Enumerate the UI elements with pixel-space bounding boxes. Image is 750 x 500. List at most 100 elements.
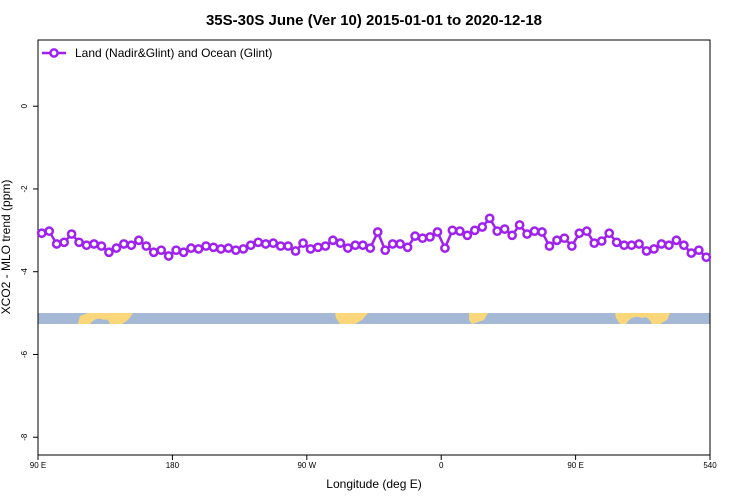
point: [492, 226, 503, 237]
point: [395, 239, 405, 249]
point: [499, 224, 510, 234]
x-tick-label: 90 E: [30, 461, 46, 470]
point: [96, 241, 107, 251]
plot-frame: [37, 39, 711, 456]
point: [51, 239, 62, 249]
point: [335, 238, 346, 249]
point: [208, 242, 219, 253]
point: [447, 225, 458, 236]
y-tick-label: -6: [20, 350, 29, 358]
point: [619, 240, 629, 251]
point: [649, 244, 659, 254]
point: [305, 244, 316, 254]
point: [171, 245, 181, 256]
point: [44, 226, 55, 237]
point: [148, 247, 159, 258]
point: [626, 240, 637, 251]
point: [178, 247, 189, 258]
point: [574, 228, 585, 239]
point: [537, 227, 547, 237]
point: [529, 226, 540, 237]
point: [290, 246, 301, 256]
y-axis-label: XCO2 - MLO trend (ppm): [0, 180, 13, 315]
point: [163, 251, 174, 261]
x-axis-label: Longitude (deg E): [326, 477, 421, 491]
point: [126, 240, 137, 251]
point: [581, 226, 592, 237]
point: [238, 244, 249, 254]
point: [59, 237, 69, 248]
point: [119, 239, 129, 249]
point: [611, 237, 622, 248]
point: [417, 233, 428, 244]
point: [522, 229, 532, 239]
point: [298, 238, 308, 249]
x-tick-label: 180: [166, 461, 180, 470]
point: [402, 242, 413, 253]
point: [216, 244, 226, 254]
map-strip: [38, 313, 710, 324]
point: [245, 240, 256, 251]
point: [559, 233, 570, 244]
point: [440, 243, 450, 253]
point: [275, 241, 286, 251]
point: [410, 231, 420, 241]
legend-marker: [49, 48, 59, 58]
point: [350, 240, 361, 251]
point: [365, 243, 376, 253]
point: [74, 237, 84, 248]
point: [253, 237, 264, 248]
y-tick-label: -2: [20, 185, 29, 193]
point: [567, 241, 577, 251]
point: [634, 239, 644, 249]
point: [89, 239, 99, 249]
point: [693, 245, 704, 256]
point: [328, 235, 338, 246]
point: [313, 242, 323, 253]
point: [268, 238, 279, 249]
point: [223, 243, 234, 253]
point: [201, 241, 211, 251]
point: [544, 241, 555, 251]
point: [141, 241, 152, 251]
x-tick-label: 90 E: [567, 461, 583, 470]
point: [432, 227, 443, 237]
point: [477, 222, 488, 232]
point: [469, 225, 480, 236]
legend-label: Land (Nadir&Glint) and Ocean (Glint): [75, 46, 272, 60]
point: [343, 243, 353, 253]
point: [507, 230, 517, 241]
point: [111, 243, 122, 253]
point: [81, 240, 92, 251]
point: [589, 238, 600, 249]
chart-title: 35S-30S June (Ver 10) 2015-01-01 to 2020…: [206, 12, 542, 29]
point: [552, 235, 562, 246]
point: [186, 243, 196, 253]
point: [484, 213, 495, 224]
point: [133, 235, 144, 246]
point: [231, 245, 241, 256]
y-tick-label: -8: [20, 433, 29, 441]
point: [260, 239, 271, 249]
point: [156, 245, 167, 256]
y-tick-label: 0: [20, 103, 29, 108]
point: [380, 245, 391, 256]
point: [283, 241, 293, 251]
point: [193, 244, 204, 254]
point: [514, 220, 525, 230]
point: [656, 239, 667, 249]
point: [387, 239, 398, 249]
point: [686, 248, 697, 258]
y-tick-label: -4: [20, 268, 29, 276]
point: [372, 227, 383, 237]
point: [320, 241, 331, 251]
x-tick-label: 540: [703, 461, 717, 470]
point: [604, 228, 615, 239]
point: [36, 228, 47, 239]
point: [641, 246, 652, 256]
point: [701, 252, 712, 263]
point: [664, 240, 674, 251]
point: [66, 229, 77, 239]
point: [104, 247, 114, 258]
